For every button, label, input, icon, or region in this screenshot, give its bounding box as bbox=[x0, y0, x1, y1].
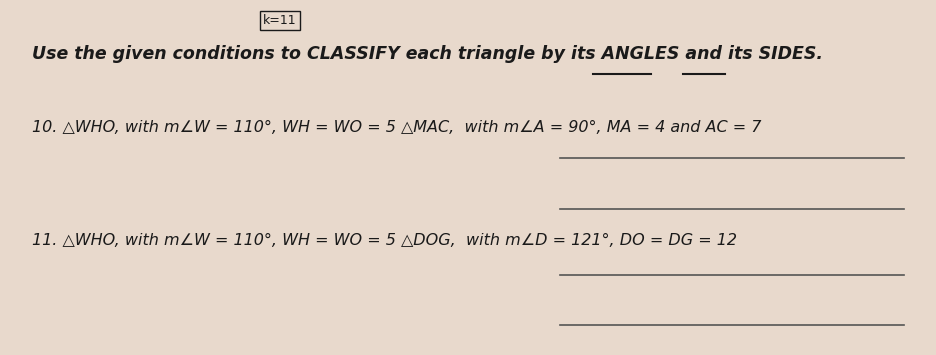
Text: 10. △WHO, with m∠W = 110°, WH = WO = 5 △MAC,  with m∠A = 90°, MA = 4 and AC = 7: 10. △WHO, with m∠W = 110°, WH = WO = 5 △… bbox=[32, 120, 762, 135]
Text: Use the given conditions to CLASSIFY each triangle by its ANGLES and its SIDES.: Use the given conditions to CLASSIFY eac… bbox=[32, 45, 824, 63]
Text: k=11: k=11 bbox=[263, 14, 297, 27]
Text: 11. △WHO, with m∠W = 110°, WH = WO = 5 △DOG,  with m∠D = 121°, DO = DG = 12: 11. △WHO, with m∠W = 110°, WH = WO = 5 △… bbox=[32, 233, 738, 248]
